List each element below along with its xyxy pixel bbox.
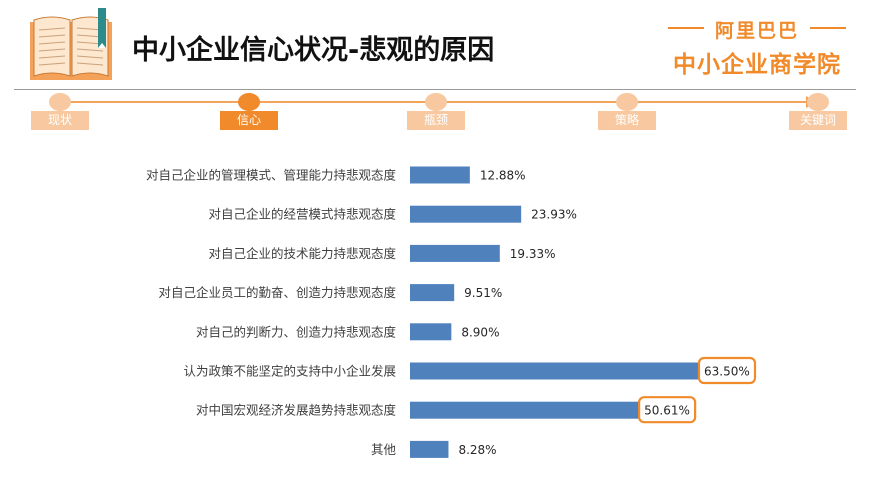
bar xyxy=(410,323,452,341)
highlight-box xyxy=(697,356,757,385)
category-label: 对自己企业的管理模式、管理能力持悲观态度 xyxy=(146,168,397,183)
nav-step-button[interactable]: 现状 xyxy=(31,111,89,130)
brand-line1: 阿里巴巴 xyxy=(662,16,852,43)
nav-step-dot xyxy=(807,93,829,111)
nav-step-button[interactable]: 关键词 xyxy=(789,111,847,130)
value-label: 8.28% xyxy=(458,443,496,457)
nav-step-button[interactable]: 瓶颈 xyxy=(407,111,465,130)
highlight-box xyxy=(638,396,697,424)
nav-step-button[interactable]: 信心 xyxy=(220,111,278,130)
value-label: 12.88% xyxy=(480,169,526,183)
bar xyxy=(410,284,455,302)
nav-step-dot xyxy=(425,93,447,111)
bar xyxy=(410,244,500,262)
category-label: 对自己企业的技术能力持悲观态度 xyxy=(208,246,396,261)
bar xyxy=(410,401,646,419)
brand-logo: 阿里巴巴 中小企业商学院 xyxy=(662,16,852,79)
nav-step-button[interactable]: 策略 xyxy=(598,111,656,130)
bar xyxy=(410,166,470,184)
category-label: 其他 xyxy=(371,442,397,457)
nav-step-dot xyxy=(238,93,260,111)
value-label: 9.51% xyxy=(464,286,502,300)
value-label: 63.50% xyxy=(704,365,750,379)
value-label: 23.93% xyxy=(531,208,577,222)
bar xyxy=(410,362,705,380)
value-label: 19.33% xyxy=(510,247,556,261)
page-title: 中小企业信心状况-悲观的原因 xyxy=(132,35,495,66)
brand-line2: 中小企业商学院 xyxy=(673,52,841,78)
category-label: 认为政策不能坚定的支持中小企业发展 xyxy=(183,364,396,379)
category-label: 对自己企业员工的勤奋、创造力持悲观态度 xyxy=(158,285,396,300)
nav-step-dot xyxy=(49,93,71,111)
category-label: 对中国宏观经济发展趋势持悲观态度 xyxy=(196,403,397,418)
value-label: 8.90% xyxy=(461,325,499,339)
header-divider xyxy=(14,89,856,90)
value-label: 50.61% xyxy=(644,404,690,418)
category-label: 对自己企业的经营模式持悲观态度 xyxy=(208,207,396,222)
book-icon xyxy=(30,8,112,80)
nav-step-dot xyxy=(616,93,638,111)
bar xyxy=(410,440,449,458)
bar xyxy=(410,205,522,223)
category-label: 对自己的判断力、创造力持悲观态度 xyxy=(196,324,397,339)
